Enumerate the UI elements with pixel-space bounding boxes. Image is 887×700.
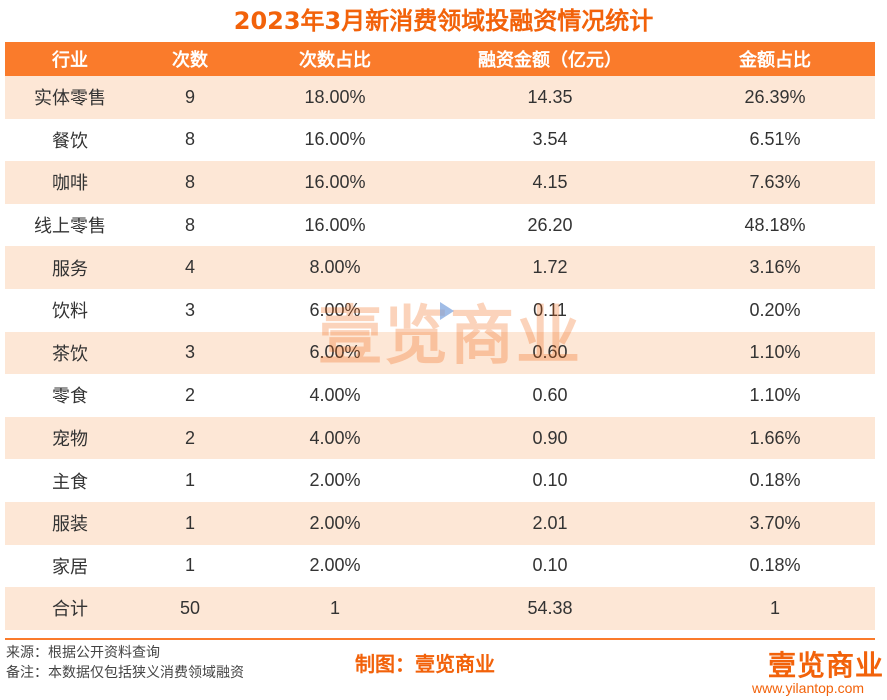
cell-total-count-share: 1 — [245, 587, 425, 630]
cell-industry: 饮料 — [5, 288, 135, 332]
table-header-row: 行业 次数 次数占比 融资金额（亿元） 金额占比 — [5, 42, 875, 76]
maker-credit: 制图：壹览商业 — [355, 652, 495, 676]
cell-count: 2 — [135, 416, 245, 460]
cell-industry: 线上零售 — [5, 203, 135, 247]
source-text: 来源：根据公开资料查询 — [6, 645, 160, 661]
cell-amount-share: 1.10% — [675, 374, 875, 417]
cell-amount-share: 3.70% — [675, 501, 875, 545]
cell-count: 4 — [135, 246, 245, 289]
cell-count: 3 — [135, 288, 245, 332]
cell-count: 9 — [135, 76, 245, 119]
cell-count: 8 — [135, 161, 245, 204]
cell-amount-share: 1.66% — [675, 416, 875, 460]
cell-industry: 服务 — [5, 246, 135, 289]
cell-count: 1 — [135, 501, 245, 545]
cell-total-count: 50 — [135, 587, 245, 630]
footer-notes: 来源：根据公开资料查询 备注：本数据仅包括狭义消费领域融资 — [6, 643, 244, 683]
page-title: 2023年3月新消费领域投融资情况统计 — [233, 7, 654, 35]
cell-count-share: 16.00% — [245, 118, 425, 162]
cell-count: 3 — [135, 331, 245, 375]
cell-count-share: 4.00% — [245, 416, 425, 460]
play-icon — [440, 302, 454, 320]
cell-count: 8 — [135, 118, 245, 162]
cell-amount-share: 7.63% — [675, 161, 875, 204]
table-row: 线上零售 8 16.00% 26.20 48.18% — [5, 203, 875, 247]
cell-industry: 服装 — [5, 501, 135, 545]
cell-amount-share: 3.16% — [675, 246, 875, 289]
cell-amount: 0.11 — [425, 288, 675, 332]
cell-amount-share: 0.18% — [675, 544, 875, 588]
brand-logo: 壹览商业 — [768, 649, 885, 682]
cell-industry: 主食 — [5, 459, 135, 502]
note-text: 备注：本数据仅包括狭义消费领域融资 — [6, 665, 244, 681]
brand-url: www.yilantop.com — [752, 680, 865, 696]
cell-amount-share: 48.18% — [675, 203, 875, 247]
cell-amount: 0.60 — [425, 331, 675, 375]
table-row: 主食 1 2.00% 0.10 0.18% — [5, 459, 875, 502]
cell-amount: 0.10 — [425, 544, 675, 588]
cell-industry: 家居 — [5, 544, 135, 588]
cell-count: 1 — [135, 459, 245, 502]
table-row: 服务 4 8.00% 1.72 3.16% — [5, 246, 875, 289]
column-header-count: 次数 — [135, 42, 245, 76]
cell-industry: 零食 — [5, 374, 135, 417]
cell-amount-share: 26.39% — [675, 76, 875, 119]
cell-count-share: 6.00% — [245, 288, 425, 332]
column-header-industry: 行业 — [5, 42, 135, 76]
column-header-count-share: 次数占比 — [245, 42, 425, 76]
table-row: 宠物 2 4.00% 0.90 1.66% — [5, 416, 875, 460]
cell-industry: 茶饮 — [5, 331, 135, 375]
cell-amount: 26.20 — [425, 203, 675, 247]
cell-count-share: 2.00% — [245, 544, 425, 588]
cell-amount: 2.01 — [425, 501, 675, 545]
cell-count: 8 — [135, 203, 245, 247]
table-row: 茶饮 3 6.00% 0.60 1.10% — [5, 331, 875, 375]
table-row: 实体零售 9 18.00% 14.35 26.39% — [5, 76, 875, 119]
cell-count: 2 — [135, 374, 245, 417]
cell-count-share: 6.00% — [245, 331, 425, 375]
cell-count-share: 18.00% — [245, 76, 425, 119]
table-total-row: 合计 50 1 54.38 1 — [5, 587, 875, 630]
table-row: 餐饮 8 16.00% 3.54 6.51% — [5, 118, 875, 162]
cell-industry: 餐饮 — [5, 118, 135, 162]
cell-count-share: 4.00% — [245, 374, 425, 417]
table-row: 饮料 3 6.00% 0.11 0.20% — [5, 288, 875, 332]
column-header-amount-share: 金额占比 — [675, 42, 875, 76]
cell-count-share: 16.00% — [245, 203, 425, 247]
column-header-amount: 融资金额（亿元） — [425, 42, 675, 76]
cell-industry: 实体零售 — [5, 76, 135, 119]
table-row: 家居 1 2.00% 0.10 0.18% — [5, 544, 875, 588]
cell-count-share: 2.00% — [245, 501, 425, 545]
data-table: 行业 次数 次数占比 融资金额（亿元） 金额占比 实体零售 9 18.00% 1… — [5, 42, 875, 630]
cell-amount-share: 0.18% — [675, 459, 875, 502]
cell-total-amount: 54.38 — [425, 587, 675, 630]
cell-amount: 0.60 — [425, 374, 675, 417]
cell-amount: 14.35 — [425, 76, 675, 119]
cell-amount-share: 6.51% — [675, 118, 875, 162]
cell-amount: 1.72 — [425, 246, 675, 289]
cell-total-amount-share: 1 — [675, 587, 875, 630]
cell-count-share: 16.00% — [245, 161, 425, 204]
cell-industry: 咖啡 — [5, 161, 135, 204]
cell-count: 1 — [135, 544, 245, 588]
cell-amount: 4.15 — [425, 161, 675, 204]
cell-count-share: 2.00% — [245, 459, 425, 502]
cell-amount-share: 0.20% — [675, 288, 875, 332]
cell-total-label: 合计 — [5, 587, 135, 630]
table-row: 咖啡 8 16.00% 4.15 7.63% — [5, 161, 875, 204]
cell-industry: 宠物 — [5, 416, 135, 460]
footer-divider — [5, 638, 875, 640]
cell-amount: 0.90 — [425, 416, 675, 460]
table-row: 服装 1 2.00% 2.01 3.70% — [5, 501, 875, 545]
cell-count-share: 8.00% — [245, 246, 425, 289]
cell-amount: 3.54 — [425, 118, 675, 162]
cell-amount: 0.10 — [425, 459, 675, 502]
table-row: 零食 2 4.00% 0.60 1.10% — [5, 374, 875, 417]
cell-amount-share: 1.10% — [675, 331, 875, 375]
